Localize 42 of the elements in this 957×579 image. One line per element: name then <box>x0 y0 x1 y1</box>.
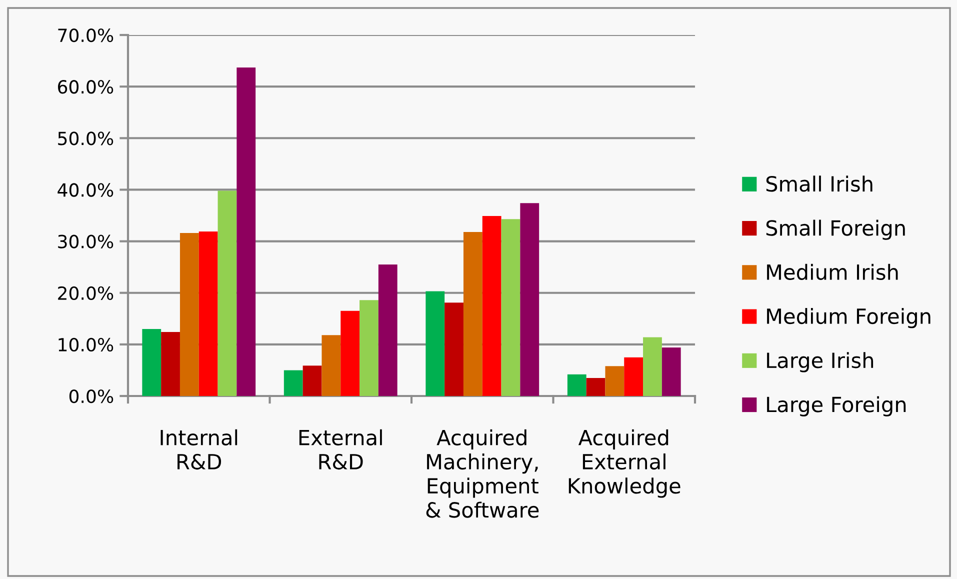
bar <box>142 328 162 396</box>
legend-label: Large Foreign <box>767 396 906 416</box>
bar <box>322 335 341 396</box>
x-tick-label: Acquired External Knowledge <box>568 429 680 498</box>
bar <box>643 337 662 396</box>
bar <box>161 332 180 396</box>
legend-label: Small Irish <box>766 176 872 192</box>
bar <box>482 216 502 396</box>
bar <box>662 348 681 396</box>
bar <box>426 291 445 396</box>
x-tick-label: Internal R&D <box>160 429 238 470</box>
bar <box>360 300 378 396</box>
bar <box>605 366 624 396</box>
y-tick-label: 30.0% <box>58 234 114 248</box>
y-tick-label: 70.0% <box>58 28 114 42</box>
y-tick-label: 50.0% <box>58 132 114 146</box>
bar <box>284 370 303 396</box>
bar <box>520 203 540 396</box>
legend-label: Large Irish <box>767 352 874 372</box>
bar <box>378 264 398 396</box>
bar <box>236 67 256 396</box>
y-tick-label: 0.0% <box>69 389 114 404</box>
legend-label: Small Foreign <box>766 220 905 240</box>
y-tick-label: 20.0% <box>58 286 114 300</box>
bar <box>198 231 218 396</box>
bar <box>218 190 237 396</box>
bar <box>180 233 199 396</box>
y-tick-label: 60.0% <box>58 80 114 94</box>
bar <box>444 302 464 396</box>
bar <box>340 310 360 396</box>
x-tick-label: Acquired Machinery, Equipment & Software <box>426 429 539 518</box>
y-tick-label: 40.0% <box>58 183 114 197</box>
x-tick-label: External R&D <box>299 429 382 470</box>
bar <box>501 219 520 396</box>
bar <box>463 232 482 396</box>
y-tick-label: 10.0% <box>58 338 114 352</box>
legend-label: Medium Irish <box>767 264 898 280</box>
bar <box>567 374 586 396</box>
legend-label: Medium Foreign <box>767 308 930 328</box>
bar <box>302 366 322 396</box>
bar <box>624 357 644 396</box>
bar <box>586 378 606 396</box>
